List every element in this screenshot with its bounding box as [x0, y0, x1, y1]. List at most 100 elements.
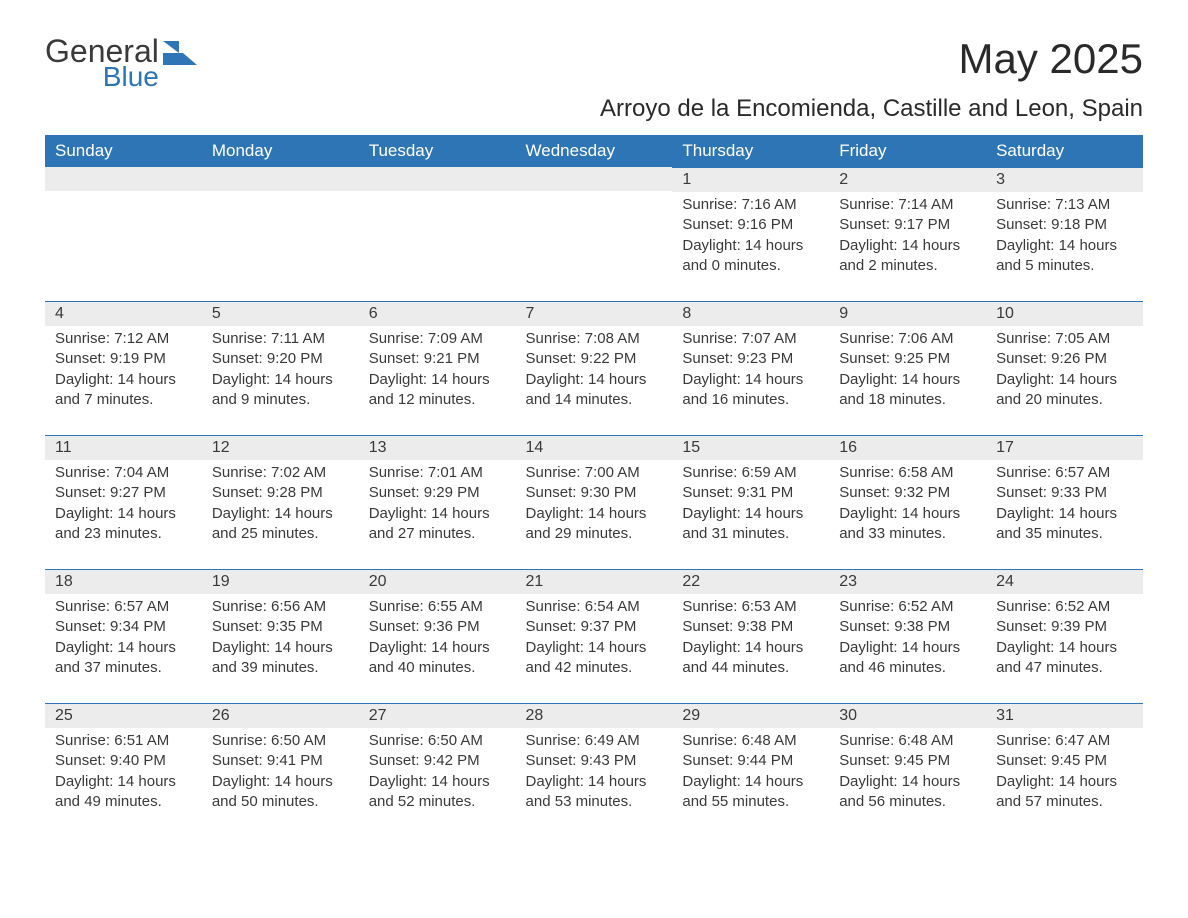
day-details: Sunrise: 6:49 AMSunset: 9:43 PMDaylight:…	[516, 728, 673, 818]
calendar-cell: 16Sunrise: 6:58 AMSunset: 9:32 PMDayligh…	[829, 435, 986, 569]
day-number: 17	[986, 435, 1143, 460]
calendar-row: 18Sunrise: 6:57 AMSunset: 9:34 PMDayligh…	[45, 569, 1143, 703]
weekday-header: Tuesday	[359, 135, 516, 167]
sunrise-line: Sunrise: 6:50 AM	[369, 731, 506, 751]
sunrise-line: Sunrise: 7:12 AM	[55, 329, 192, 349]
sunrise-line: Sunrise: 7:00 AM	[526, 463, 663, 483]
daylight-line: Daylight: 14 hours and 35 minutes.	[996, 504, 1133, 545]
weekday-header-row: SundayMondayTuesdayWednesdayThursdayFrid…	[45, 135, 1143, 167]
calendar-cell: 30 Sunrise: 6:48 AMSunset: 9:45 PMDayligh…	[829, 703, 986, 837]
calendar-row: 25Sunrise: 6:51 AMSunset: 9:40 PMDayligh…	[45, 703, 1143, 837]
daylight-line: Daylight: 14 hours and 5 minutes.	[996, 236, 1133, 277]
day-details: Sunrise: 7:14 AMSunset: 9:17 PMDaylight:…	[829, 192, 986, 282]
sunrise-line: Sunrise: 6:48 AM	[839, 731, 976, 751]
day-details: Sunrise: 6:53 AMSunset: 9:38 PMDaylight:…	[672, 594, 829, 684]
sunset-line: Sunset: 9:22 PM	[526, 349, 663, 369]
day-number: 22	[672, 569, 829, 594]
daylight-line: Daylight: 14 hours and 53 minutes.	[526, 772, 663, 813]
calendar-cell: 23Sunrise: 6:52 AMSunset: 9:38 PMDayligh…	[829, 569, 986, 703]
daylight-line: Daylight: 14 hours and 23 minutes.	[55, 504, 192, 545]
sunrise-line: Sunrise: 6:50 AM	[212, 731, 349, 751]
daylight-line: Daylight: 14 hours and 16 minutes.	[682, 370, 819, 411]
daylight-line: Daylight: 14 hours and 52 minutes.	[369, 772, 506, 813]
day-details: Sunrise: 7:13 AMSunset: 9:18 PMDaylight:…	[986, 192, 1143, 282]
calendar-row: 11Sunrise: 7:04 AMSunset: 9:27 PMDayligh…	[45, 435, 1143, 569]
day-details: Sunrise: 7:12 AMSunset: 9:19 PMDaylight:…	[45, 326, 202, 416]
empty-day-header	[45, 167, 202, 191]
daylight-line: Daylight: 14 hours and 39 minutes.	[212, 638, 349, 679]
day-details: Sunrise: 7:06 AMSunset: 9:25 PMDaylight:…	[829, 326, 986, 416]
sunset-line: Sunset: 9:45 PM	[839, 751, 976, 771]
sunset-line: Sunset: 9:40 PM	[55, 751, 192, 771]
logo-text: General Blue	[45, 35, 159, 91]
sunset-line: Sunset: 9:43 PM	[526, 751, 663, 771]
calendar-cell: 14Sunrise: 7:00 AMSunset: 9:30 PMDayligh…	[516, 435, 673, 569]
empty-day-header	[359, 167, 516, 191]
daylight-line: Daylight: 14 hours and 12 minutes.	[369, 370, 506, 411]
daylight-line: Daylight: 14 hours and 56 minutes.	[839, 772, 976, 813]
sunset-line: Sunset: 9:39 PM	[996, 617, 1133, 637]
calendar-cell	[202, 167, 359, 301]
calendar-cell: 5Sunrise: 7:11 AMSunset: 9:20 PMDaylight…	[202, 301, 359, 435]
day-number: 30	[829, 703, 986, 728]
sunset-line: Sunset: 9:17 PM	[839, 215, 976, 235]
daylight-line: Daylight: 14 hours and 25 minutes.	[212, 504, 349, 545]
sunrise-line: Sunrise: 6:53 AM	[682, 597, 819, 617]
day-details: Sunrise: 6:56 AMSunset: 9:35 PMDaylight:…	[202, 594, 359, 684]
sunrise-line: Sunrise: 6:55 AM	[369, 597, 506, 617]
calendar-cell: 28Sunrise: 6:49 AMSunset: 9:43 PMDayligh…	[516, 703, 673, 837]
day-number: 1	[672, 167, 829, 192]
day-number: 20	[359, 569, 516, 594]
daylight-line: Daylight: 14 hours and 20 minutes.	[996, 370, 1133, 411]
daylight-line: Daylight: 14 hours and 46 minutes.	[839, 638, 976, 679]
day-number: 15	[672, 435, 829, 460]
daylight-line: Daylight: 14 hours and 57 minutes.	[996, 772, 1133, 813]
day-number: 19	[202, 569, 359, 594]
sunrise-line: Sunrise: 6:58 AM	[839, 463, 976, 483]
day-number: 26	[202, 703, 359, 728]
weekday-header: Friday	[829, 135, 986, 167]
calendar-cell: 7Sunrise: 7:08 AMSunset: 9:22 PMDaylight…	[516, 301, 673, 435]
calendar-cell: 17Sunrise: 6:57 AMSunset: 9:33 PMDayligh…	[986, 435, 1143, 569]
sunset-line: Sunset: 9:26 PM	[996, 349, 1133, 369]
sunset-line: Sunset: 9:20 PM	[212, 349, 349, 369]
sunset-line: Sunset: 9:25 PM	[839, 349, 976, 369]
day-details: Sunrise: 6:52 AMSunset: 9:39 PMDaylight:…	[986, 594, 1143, 684]
logo-mark-icon	[163, 41, 197, 65]
sunrise-line: Sunrise: 7:13 AM	[996, 195, 1133, 215]
sunrise-line: Sunrise: 6:52 AM	[996, 597, 1133, 617]
day-details: Sunrise: 6:54 AMSunset: 9:37 PMDaylight:…	[516, 594, 673, 684]
day-number: 10	[986, 301, 1143, 326]
weekday-header: Wednesday	[516, 135, 673, 167]
header: General Blue May 2025	[45, 35, 1143, 91]
daylight-line: Daylight: 14 hours and 0 minutes.	[682, 236, 819, 277]
sunrise-line: Sunrise: 6:57 AM	[996, 463, 1133, 483]
day-number: 27	[359, 703, 516, 728]
daylight-line: Daylight: 14 hours and 37 minutes.	[55, 638, 192, 679]
calendar-cell	[45, 167, 202, 301]
calendar-cell: 26Sunrise: 6:50 AMSunset: 9:41 PMDayligh…	[202, 703, 359, 837]
day-number: 28	[516, 703, 673, 728]
sunrise-line: Sunrise: 6:49 AM	[526, 731, 663, 751]
day-details: Sunrise: 7:02 AMSunset: 9:28 PMDaylight:…	[202, 460, 359, 550]
day-number: 16	[829, 435, 986, 460]
day-number: 18	[45, 569, 202, 594]
sunrise-line: Sunrise: 7:07 AM	[682, 329, 819, 349]
day-details: Sunrise: 7:04 AMSunset: 9:27 PMDaylight:…	[45, 460, 202, 550]
day-details: Sunrise: 7:08 AMSunset: 9:22 PMDaylight:…	[516, 326, 673, 416]
empty-day-header	[202, 167, 359, 191]
daylight-line: Daylight: 14 hours and 31 minutes.	[682, 504, 819, 545]
calendar-cell: 15Sunrise: 6:59 AMSunset: 9:31 PMDayligh…	[672, 435, 829, 569]
calendar-cell: 22Sunrise: 6:53 AMSunset: 9:38 PMDayligh…	[672, 569, 829, 703]
day-number: 2	[829, 167, 986, 192]
sunset-line: Sunset: 9:18 PM	[996, 215, 1133, 235]
calendar-cell	[359, 167, 516, 301]
day-details: Sunrise: 6:57 AMSunset: 9:34 PMDaylight:…	[45, 594, 202, 684]
calendar-table: SundayMondayTuesdayWednesdayThursdayFrid…	[45, 135, 1143, 837]
daylight-line: Daylight: 14 hours and 7 minutes.	[55, 370, 192, 411]
sunset-line: Sunset: 9:28 PM	[212, 483, 349, 503]
daylight-line: Daylight: 14 hours and 2 minutes.	[839, 236, 976, 277]
daylight-line: Daylight: 14 hours and 50 minutes.	[212, 772, 349, 813]
calendar-cell: 24Sunrise: 6:52 AMSunset: 9:39 PMDayligh…	[986, 569, 1143, 703]
sunset-line: Sunset: 9:30 PM	[526, 483, 663, 503]
